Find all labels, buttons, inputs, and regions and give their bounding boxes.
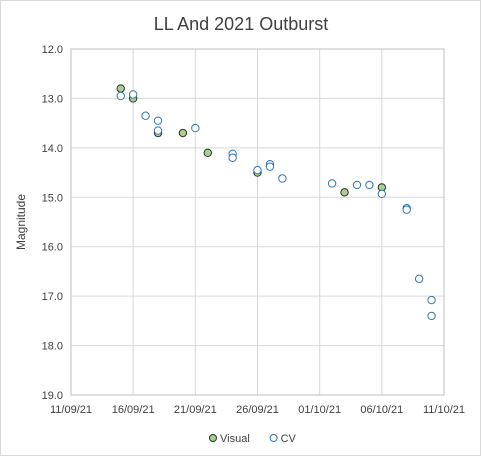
series-visual (116, 84, 387, 197)
data-point-visual (340, 188, 349, 197)
data-point-cv (278, 174, 287, 183)
y-tick-label: 14.0 (42, 143, 63, 155)
legend-marker (269, 434, 278, 442)
data-point-cv (228, 153, 237, 162)
y-axis-title: Magnitude (14, 194, 28, 250)
data-point-visual (116, 84, 125, 93)
x-tick-label: 11/10/21 (423, 404, 465, 416)
data-point-cv (427, 311, 436, 321)
data-points (116, 84, 436, 321)
y-tick-label: 15.0 (42, 192, 63, 204)
x-tick-label: 16/09/21 (112, 404, 155, 416)
series-cv (116, 90, 436, 321)
y-tick-label: 19.0 (42, 390, 63, 402)
data-point-cv (191, 123, 200, 133)
y-tick-label: 13.0 (42, 93, 63, 105)
data-point-cv (352, 180, 362, 190)
data-point-cv (327, 179, 337, 188)
x-tick-label: 11/09/21 (50, 404, 92, 416)
legend-label: Visual (220, 433, 250, 445)
data-point-cv (402, 205, 411, 214)
legend-label: CV (281, 433, 297, 445)
legend-marker (209, 434, 217, 442)
legend: Visual CV (209, 433, 297, 445)
chart-title: LL And 2021 Outburst (154, 14, 328, 34)
data-point-cv (141, 111, 150, 120)
data-point-cv (265, 162, 275, 171)
data-point-cv (116, 91, 125, 101)
x-axis: 11/09/21 16/09/21 21/09/21 26/09/21 01/10/21… (50, 404, 465, 416)
data-point-visual (203, 148, 212, 158)
data-point-cv (153, 116, 163, 125)
y-tick-label: 17.0 (42, 291, 63, 303)
data-point-cv (427, 295, 436, 305)
y-tick-label: 18.0 (42, 341, 63, 353)
x-tick-label: 21/09/21 (174, 404, 217, 416)
x-tick-label: 06/10/21 (360, 404, 403, 416)
x-tick-label: 26/09/21 (236, 404, 279, 416)
data-point-cv (414, 274, 424, 284)
data-point-cv (377, 189, 387, 199)
grid (70, 48, 445, 396)
data-point-cv (128, 90, 138, 99)
x-tick-label: 01/10/21 (298, 404, 341, 416)
data-point-cv (365, 180, 374, 190)
data-point-cv (153, 126, 163, 135)
y-tick-label: 12.0 (42, 44, 63, 56)
data-point-visual (178, 128, 188, 138)
y-axis: 12.0 13.0 14.0 15.0 16.0 17.0 18.0 19.0 (42, 44, 63, 402)
y-tick-label: 16.0 (42, 242, 63, 254)
data-point-cv (253, 165, 262, 175)
plot-area (70, 48, 445, 396)
